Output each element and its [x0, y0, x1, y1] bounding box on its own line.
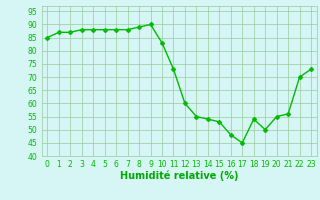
X-axis label: Humidité relative (%): Humidité relative (%): [120, 171, 238, 181]
